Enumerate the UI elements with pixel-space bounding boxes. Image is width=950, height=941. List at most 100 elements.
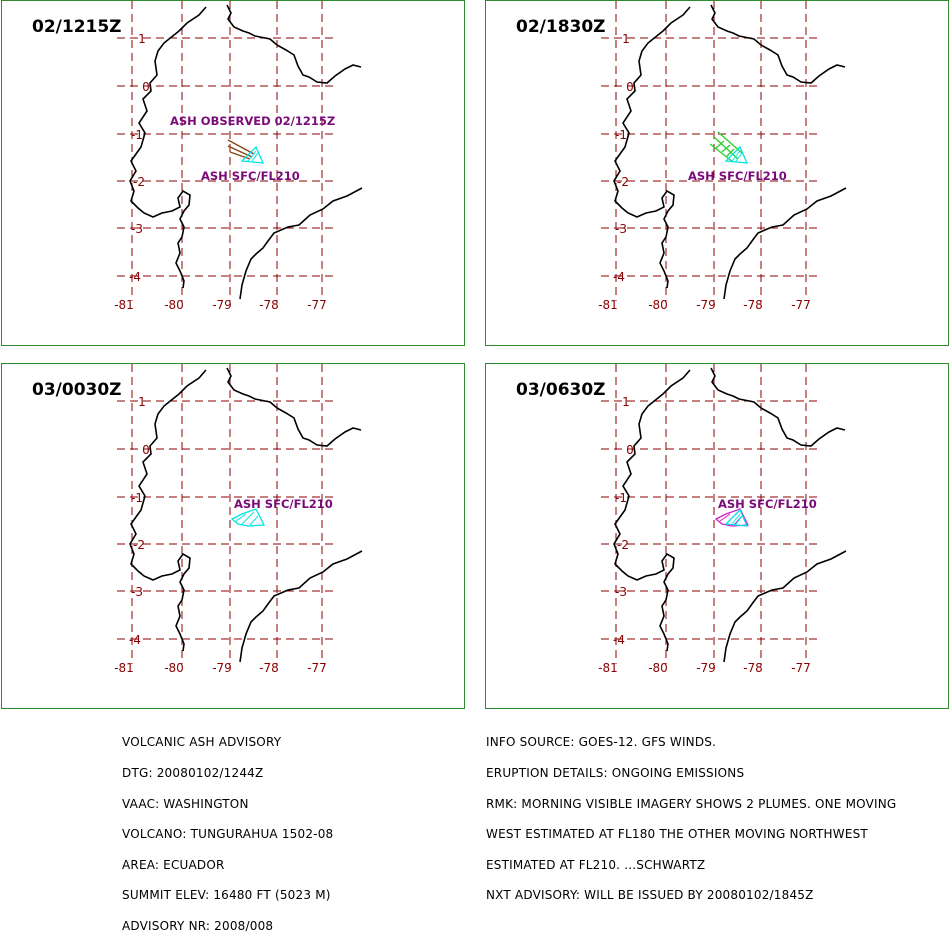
latitude-label: -1 (131, 491, 143, 505)
longitude-label: -80 (648, 298, 668, 312)
latitude-label: 1 (138, 32, 146, 46)
coastline-north (226, 4, 362, 84)
ash-area-forecast-hatch (235, 511, 259, 526)
map-canvas: 1 0 -1 -2 -3 -4 -81 -80 -79 -78 -77 ASH SFC/FL210 (598, 364, 847, 675)
latitude-label: -4 (129, 633, 141, 647)
panel-time-label: 02/1830Z (516, 17, 606, 37)
advisory-line: ERUPTION DETAILS: ONGOING EMISSIONS (486, 766, 745, 780)
ash-area-forecast (724, 145, 749, 164)
latitude-label: -1 (615, 128, 627, 142)
border-line (723, 550, 847, 663)
coastline-north (710, 367, 846, 447)
coastline-pacific (129, 6, 207, 289)
longitude-label: -79 (696, 298, 716, 312)
advisory-line: INFO SOURCE: GOES-12. GFS WINDS. (486, 735, 717, 750)
ash-label: ASH SFC/FL210 (201, 169, 300, 183)
map-panel-3: 1 0 -1 -2 -3 -4 -81 -80 -79 -78 -77 ASH SFC/FL210 0… (1, 363, 465, 709)
map-panel-2: 1 0 -1 -2 -3 -4 -81 -80 -79 -78 -77 ASH SFC/FL210 0… (485, 0, 949, 346)
border-line (239, 550, 363, 663)
panel-time-label: 03/0030Z (32, 380, 122, 400)
latitude-label: 1 (622, 32, 630, 46)
advisory-line: SUMMIT ELEV: 16480 FT (5023 M) (122, 888, 331, 903)
ash-area-forecast-hatch (731, 513, 743, 525)
ash-area-forecast (240, 145, 265, 164)
advisory-line: VOLCANO: TUNGURAHUA 1502-08 (122, 827, 334, 842)
latitude-label: -1 (615, 491, 627, 505)
longitude-label: -78 (743, 298, 763, 312)
advisory-info-left: VOLCANIC ASH ADVISORY DTG: 20080102/1244… (122, 717, 333, 941)
ash-area-forecast-hatch (731, 150, 743, 162)
advisory-line: VOLCANIC ASH ADVISORY (122, 735, 282, 750)
ash-label: ASH SFC/FL210 (718, 497, 817, 511)
latitude-label: 1 (622, 395, 630, 409)
ash-label: ASH SFC/FL210 (688, 169, 787, 183)
longitude-label: -79 (212, 661, 232, 675)
longitude-label: -77 (307, 661, 327, 675)
panel-time-label: 03/0630Z (516, 380, 606, 400)
advisory-line: RMK: MORNING VISIBLE IMAGERY SHOWS 2 PLU… (486, 796, 897, 811)
longitude-label: -80 (164, 298, 184, 312)
longitude-label: -77 (307, 298, 327, 312)
longitude-label: -78 (259, 661, 279, 675)
ash-plume (230, 508, 266, 527)
latitude-label: -4 (129, 270, 141, 284)
latitude-label: -4 (613, 633, 625, 647)
map-canvas: 1 0 -1 -2 -3 -4 -81 -80 -79 -78 -77 ASH SFC/FL210 (598, 1, 847, 312)
longitude-label: -78 (259, 298, 279, 312)
advisory-line: DTG: 20080102/1244Z (122, 766, 264, 780)
coastline-pacific (613, 6, 691, 289)
longitude-label: -81 (598, 661, 618, 675)
ash-area-forecast (230, 508, 266, 527)
coastline-pacific (613, 369, 691, 652)
latitude-label: -3 (131, 222, 143, 236)
ash-area-forecast-hatch (247, 150, 259, 162)
latitude-label: -2 (133, 538, 145, 552)
longitude-label: -79 (696, 661, 716, 675)
border-line (239, 187, 363, 300)
latitude-label: -3 (615, 222, 627, 236)
advisory-line: ADVISORY NR: 2008/008 (122, 918, 274, 933)
advisory-line: WEST ESTIMATED AT FL180 THE OTHER MOVING… (486, 827, 868, 842)
panel-time-label: 02/1215Z (32, 17, 122, 37)
advisory-line: ESTIMATED AT FL210. ...SCHWARTZ (486, 857, 706, 872)
latitude-label: -3 (131, 585, 143, 599)
latitude-label: 1 (138, 395, 146, 409)
ash-area-forecast (724, 508, 749, 527)
longitude-label: -78 (743, 661, 763, 675)
latitude-label: -1 (131, 128, 143, 142)
longitude-label: -77 (791, 298, 811, 312)
longitude-label: -79 (212, 298, 232, 312)
map-panel-1: 1 0 -1 -2 -3 -4 -81 -80 -79 -78 -77 ASH OBSERVED 02… (1, 0, 465, 346)
advisory-info-right: INFO SOURCE: GOES-12. GFS WINDS. ERUPTIO… (486, 717, 896, 911)
coastline-north (710, 4, 846, 84)
advisory-line: NXT ADVISORY: WILL BE ISSUED BY 20080102… (486, 888, 814, 903)
latitude-label: 0 (626, 443, 634, 457)
coastline-pacific (129, 369, 207, 652)
ash-label: ASH SFC/FL210 (234, 497, 333, 511)
longitude-label: -80 (164, 661, 184, 675)
latitude-label: 0 (142, 80, 150, 94)
ash-plume (714, 508, 750, 527)
latitude-label: -4 (613, 270, 625, 284)
ash-plume (709, 131, 749, 164)
longitude-label: -81 (598, 298, 618, 312)
ash-label: ASH OBSERVED 02/1215Z (170, 114, 335, 128)
map-canvas: 1 0 -1 -2 -3 -4 -81 -80 -79 -78 -77 ASH SFC/FL210 (114, 364, 363, 675)
latitude-label: 0 (142, 443, 150, 457)
map-panel-4: 1 0 -1 -2 -3 -4 -81 -80 -79 -78 -77 ASH SFC/FL210 0… (485, 363, 949, 709)
longitude-label: -81 (114, 661, 134, 675)
border-line (723, 187, 847, 300)
ash-area-forecast (709, 131, 743, 163)
longitude-label: -81 (114, 298, 134, 312)
latitude-label: -2 (133, 175, 145, 189)
advisory-line: AREA: ECUADOR (122, 857, 225, 872)
ash-area-observed (227, 139, 255, 160)
advisory-line: VAAC: WASHINGTON (122, 796, 249, 811)
ash-plume (227, 139, 265, 164)
map-canvas: 1 0 -1 -2 -3 -4 -81 -80 -79 -78 -77 ASH OBSERVED 02… (114, 1, 363, 312)
ash-area-forecast (714, 508, 750, 527)
latitude-label: -3 (615, 585, 627, 599)
longitude-label: -77 (791, 661, 811, 675)
latitude-label: -2 (617, 175, 629, 189)
coastline-north (226, 367, 362, 447)
